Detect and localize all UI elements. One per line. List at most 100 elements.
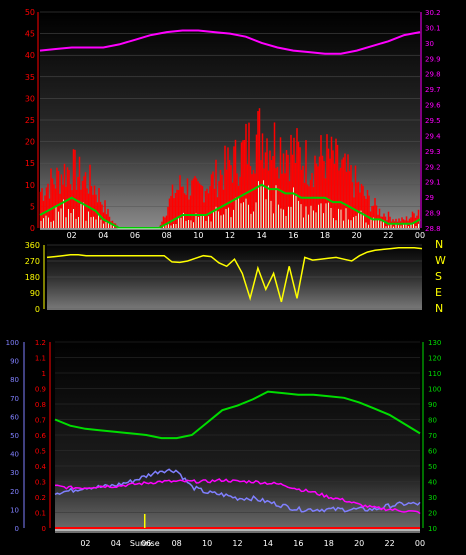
humidity-tick-label: 20 bbox=[10, 488, 19, 496]
bottom-x-tick-label: 20 bbox=[354, 539, 364, 548]
barometer-tick-label: 30.1 bbox=[425, 24, 441, 32]
temperature-tick-label: 50 bbox=[428, 463, 437, 471]
bottom-x-tick-label: 04 bbox=[111, 539, 121, 548]
rain-tick-label: 1.2 bbox=[35, 339, 46, 347]
wind-x-tick-label: 16 bbox=[288, 231, 298, 240]
humidity-tick-label: 40 bbox=[10, 451, 19, 459]
barometer-tick-label: 29 bbox=[425, 194, 434, 202]
bottom-x-tick-label: 16 bbox=[293, 539, 303, 548]
bottom-x-tick-label: 08 bbox=[172, 539, 182, 548]
wind-tick-label: 20 bbox=[25, 138, 35, 147]
bottom-x-tick-label: 06 bbox=[141, 539, 151, 548]
rain-tick-label: 0.7 bbox=[35, 417, 46, 425]
direction-tick-label: 90 bbox=[30, 289, 40, 298]
barometer-axis-title: Barometer (.in) bbox=[370, 0, 454, 12]
temperature-tick-label: 100 bbox=[428, 386, 441, 394]
temperature-tick-label: 120 bbox=[428, 355, 441, 363]
rain-tick-label: 1.1 bbox=[35, 355, 46, 363]
wind-x-tick-label: 06 bbox=[130, 231, 140, 240]
bottom-x-tick-label: 00 bbox=[415, 539, 425, 548]
humidity-axis-title: Humidity bbox=[68, 320, 118, 333]
temperature-line bbox=[54, 390, 421, 440]
direction-tick-label: 270 bbox=[25, 257, 40, 266]
compass-label: S bbox=[435, 270, 442, 283]
barometer-tick-label: 29.2 bbox=[425, 163, 441, 171]
compass-label: W bbox=[435, 254, 446, 267]
rain-tick-label: 0.9 bbox=[35, 386, 46, 394]
wind-x-tick-label: 12 bbox=[225, 231, 235, 240]
barometer-tick-label: 29.1 bbox=[425, 179, 441, 187]
bottom-x-tick-label: 10 bbox=[202, 539, 212, 548]
temperature-tick-label: 60 bbox=[428, 448, 437, 456]
wind-tick-label: 0 bbox=[30, 224, 35, 233]
bottom-x-tick-label: 22 bbox=[384, 539, 394, 548]
barometer-tick-label: 28.9 bbox=[425, 210, 441, 218]
humidity-tick-label: 10 bbox=[10, 506, 19, 514]
rainfall-axis-title: Rainfall (.in) bbox=[0, 320, 67, 333]
rain-tick-label: 1 bbox=[42, 370, 46, 378]
dewpoint-axis-title: Dew Point (°F) bbox=[395, 320, 466, 333]
wind-tick-label: 40 bbox=[25, 51, 35, 60]
direction-tick-label: 0 bbox=[35, 305, 40, 314]
temperature-tick-label: 40 bbox=[428, 479, 437, 487]
wind-x-tick-label: 10 bbox=[193, 231, 203, 240]
rain-tick-label: 0.8 bbox=[35, 401, 46, 409]
wind-x-tick-label: 20 bbox=[352, 231, 362, 240]
temperature-tick-label: 20 bbox=[428, 510, 437, 518]
barometer-tick-label: 30.2 bbox=[425, 9, 441, 17]
temperature-tick-label: 130 bbox=[428, 339, 441, 347]
barometer-tick-label: 29.3 bbox=[425, 148, 441, 156]
dewpoint-line bbox=[54, 478, 421, 515]
axis-layer: 5045403530252015105030.230.13029.929.829… bbox=[6, 8, 446, 548]
sunrise-label: Sunrise bbox=[130, 539, 160, 548]
compass-label: N bbox=[435, 238, 443, 251]
humidity-tick-label: 100 bbox=[6, 339, 19, 347]
wind-tick-label: 50 bbox=[25, 8, 35, 17]
temperature-axis-title: Temperature (°F) bbox=[311, 320, 406, 333]
barometer-tick-label: 29.6 bbox=[425, 102, 441, 110]
wind-x-tick-label: 18 bbox=[320, 231, 330, 240]
temperature-tick-label: 70 bbox=[428, 432, 437, 440]
wind-x-tick-label: 02 bbox=[67, 231, 77, 240]
direction-tick-label: 180 bbox=[25, 273, 40, 282]
humidity-tick-label: 90 bbox=[10, 358, 19, 366]
wind-tick-label: 10 bbox=[25, 181, 35, 190]
compass-label: N bbox=[435, 302, 443, 315]
barometer-tick-label: 28.8 bbox=[425, 225, 441, 233]
wind-tick-label: 35 bbox=[25, 73, 35, 82]
bottom-x-tick-label: 12 bbox=[232, 539, 242, 548]
humidity-tick-label: 50 bbox=[10, 432, 19, 440]
wind-tick-label: 45 bbox=[25, 30, 35, 39]
humidity-tick-label: 60 bbox=[10, 413, 19, 421]
wind-tick-label: 30 bbox=[25, 94, 35, 103]
wind-x-tick-label: 22 bbox=[383, 231, 393, 240]
rain-tick-label: 0.6 bbox=[35, 432, 47, 440]
wind-average-line bbox=[39, 183, 421, 229]
wind-x-tick-label: 00 bbox=[415, 231, 425, 240]
rain-tick-label: 0.2 bbox=[35, 494, 46, 502]
barometer-tick-label: 30 bbox=[425, 40, 434, 48]
barometer-tick-label: 29.7 bbox=[425, 86, 441, 94]
temperature-tick-label: 90 bbox=[428, 401, 437, 409]
humidity-line bbox=[54, 468, 421, 513]
rain-tick-label: 0.1 bbox=[35, 510, 46, 518]
barometer-tick-label: 29.5 bbox=[425, 117, 441, 125]
wind-x-tick-label: 08 bbox=[162, 231, 172, 240]
temperature-tick-label: 110 bbox=[428, 370, 441, 378]
barometer-line bbox=[39, 29, 421, 55]
direction-line bbox=[46, 246, 423, 303]
bottom-x-tick-label: 02 bbox=[80, 539, 90, 548]
humidity-tick-label: 0 bbox=[15, 525, 19, 533]
temperature-tick-label: 30 bbox=[428, 494, 437, 502]
barometer-tick-label: 29.4 bbox=[425, 132, 441, 140]
rain-tick-label: 0.5 bbox=[35, 448, 46, 456]
wind-x-tick-label: 14 bbox=[257, 231, 267, 240]
wind-x-tick-label: 04 bbox=[98, 231, 108, 240]
barometer-tick-label: 29.8 bbox=[425, 71, 441, 79]
barometer-tick-label: 29.9 bbox=[425, 55, 441, 63]
windspeed-axis-title: Windspeed (mph) bbox=[6, 0, 104, 12]
bottom-x-tick-label: 14 bbox=[263, 539, 273, 548]
humidity-tick-label: 80 bbox=[10, 376, 19, 384]
